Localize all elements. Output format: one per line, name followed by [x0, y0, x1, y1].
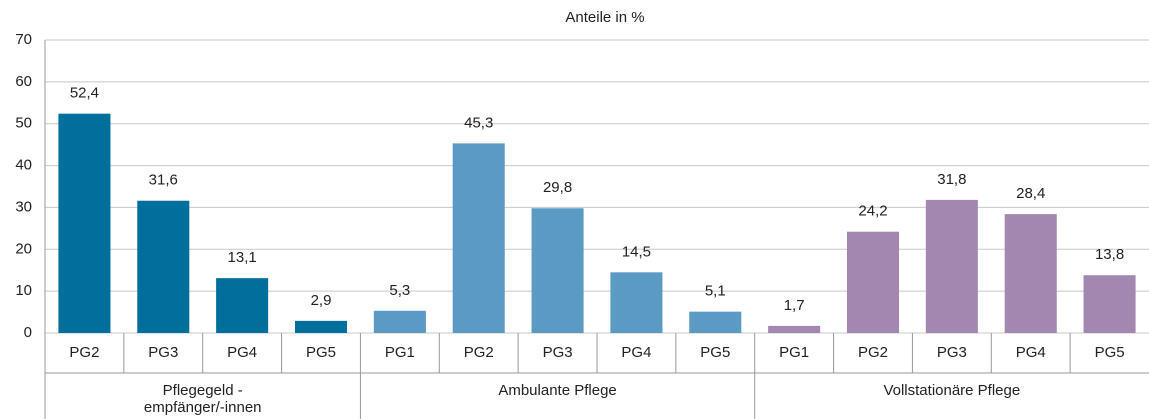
x-tick-label: PG2 — [464, 344, 494, 361]
value-label: 52,4 — [70, 85, 99, 102]
x-tick-label: PG1 — [779, 344, 809, 361]
y-tick-label: 30 — [15, 198, 32, 215]
x-tick-label: PG5 — [306, 344, 336, 361]
bar — [294, 320, 348, 333]
value-label: 5,3 — [389, 282, 410, 299]
group-label: Ambulante Pflege — [498, 382, 617, 399]
value-label: 28,4 — [1016, 185, 1045, 202]
x-tick-label: PG5 — [700, 344, 730, 361]
chart-title: Anteile in % — [565, 9, 644, 26]
bar — [768, 325, 821, 333]
bar — [846, 231, 900, 333]
y-tick-label: 10 — [15, 282, 32, 299]
bar — [1004, 214, 1057, 333]
group-label: Pflegegeld - empfänger/-innen — [143, 382, 262, 416]
x-tick-label: PG3 — [937, 344, 967, 361]
bar — [137, 200, 190, 333]
x-tick-label: PG1 — [385, 344, 415, 361]
value-label: 45,3 — [464, 114, 493, 131]
y-tick-label: 40 — [15, 157, 32, 174]
value-label: 2,9 — [311, 292, 332, 309]
value-label: 5,1 — [705, 283, 726, 300]
y-tick-label: 50 — [15, 115, 32, 132]
bar — [452, 143, 505, 333]
value-label: 31,8 — [937, 171, 966, 188]
bar — [925, 199, 978, 333]
y-tick-label: 0 — [24, 324, 32, 341]
x-tick-label: PG2 — [69, 344, 99, 361]
value-label: 13,1 — [228, 249, 257, 266]
x-tick-label: PG3 — [543, 344, 573, 361]
x-tick-label: PG4 — [621, 344, 651, 361]
x-tick-label: PG4 — [1016, 344, 1046, 361]
bar — [610, 272, 663, 333]
x-tick-label: PG4 — [227, 344, 257, 361]
bar — [216, 278, 269, 333]
bar — [531, 208, 584, 333]
group-label: Vollstationäre Pflege — [883, 382, 1021, 399]
y-tick-label: 20 — [15, 240, 32, 257]
bar — [58, 113, 111, 333]
value-label: 29,8 — [543, 179, 572, 196]
value-label: 14,5 — [622, 243, 651, 260]
value-label: 13,8 — [1095, 246, 1124, 263]
y-tick-label: 60 — [15, 73, 32, 90]
x-tick-label: PG3 — [148, 344, 178, 361]
bar — [689, 311, 742, 333]
value-label: 1,7 — [784, 297, 805, 314]
x-tick-label: PG2 — [858, 344, 888, 361]
bar — [1083, 275, 1136, 333]
value-label: 24,2 — [858, 203, 887, 220]
value-label: 31,6 — [149, 172, 178, 189]
x-tick-label: PG5 — [1095, 344, 1125, 361]
y-tick-label: 70 — [15, 31, 32, 48]
bar — [373, 310, 426, 333]
